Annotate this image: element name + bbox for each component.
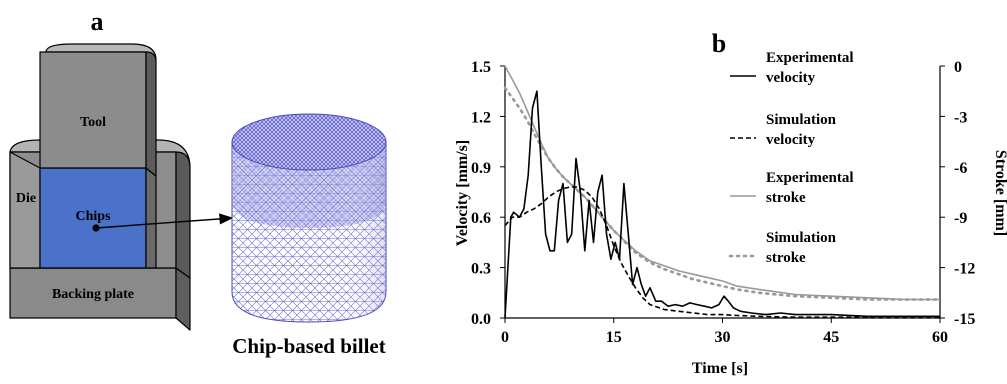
y2-axis-title: Stroke [mm]	[992, 150, 1007, 236]
y2-tick-label: -9	[954, 210, 967, 227]
chart: 0 15 30 45 60 0.0 0.3 0.6 0.9 1.2 1.5 0 -3 -6 -9 -12 -15…	[454, 50, 1007, 377]
legend-label: velocity	[766, 132, 816, 148]
series-line-experimental-velocity	[504, 90, 940, 319]
chips-to-billet-arrow	[95, 213, 234, 229]
y-tick-label: 1.2	[471, 109, 491, 126]
y-axis-title: Velocity [mm/s]	[454, 140, 471, 247]
die-side	[175, 151, 191, 279]
legend-label: stroke	[766, 190, 806, 206]
legend-label: Simulation	[766, 230, 837, 246]
y-tick-label: 0.9	[471, 160, 491, 177]
billet-shading	[232, 142, 386, 322]
panel-a-label: a	[91, 7, 104, 36]
x-tick-label: 60	[932, 329, 948, 346]
legend-label: Experimental	[766, 50, 854, 66]
chart-legend: Experimental velocity Simulation velocity Ex…	[728, 50, 854, 266]
legend-label: stroke	[766, 250, 806, 266]
tool-side	[145, 51, 157, 177]
panel-a: a Tool Die Chips Backing plate	[9, 7, 387, 358]
y-tick-label: 1.5	[471, 59, 491, 76]
y2-tick-label: 0	[954, 59, 962, 76]
x-tick-label: 15	[606, 329, 622, 346]
backing-plate-label: Backing plate	[52, 287, 134, 302]
billet-caption: Chip-based billet	[232, 334, 385, 358]
legend-label: velocity	[766, 70, 816, 86]
chart-series	[503, 65, 942, 319]
tool-front	[39, 51, 147, 169]
x-tick-label: 45	[823, 329, 839, 346]
chips-region	[39, 167, 147, 269]
chart-axes: 0 15 30 45 60 0.0 0.3 0.6 0.9 1.2 1.5 0 -3 -6 -9 -12 -15	[471, 59, 975, 346]
die-assembly-illustration	[9, 43, 234, 331]
billet-top-face	[231, 113, 387, 171]
die-label: Die	[16, 191, 36, 206]
chips-label: Chips	[75, 209, 111, 224]
y2-tick-label: -15	[954, 311, 975, 328]
x-axis-title: Time [s]	[692, 360, 748, 377]
y-tick-label: 0.6	[471, 210, 491, 227]
legend-label: Experimental	[766, 170, 854, 186]
legend-label: Simulation	[766, 112, 837, 128]
chips-side	[145, 167, 157, 269]
series-line-simulation-velocity	[504, 186, 940, 319]
y2-tick-label: -6	[954, 160, 967, 177]
x-tick-label: 0	[501, 329, 509, 346]
panel-b: b 0 15 30 45 60 0.0 0.3 0.6 0.9 1.2 1.5 0 -3 -6 -9 -12 -…	[454, 29, 1007, 377]
panel-b-label: b	[712, 29, 726, 58]
y-tick-label: 0.0	[471, 311, 491, 328]
y2-tick-label: -12	[954, 261, 975, 278]
x-tick-label: 30	[715, 329, 731, 346]
series-line-experimental-stroke	[504, 65, 940, 301]
y2-tick-label: -3	[954, 109, 967, 126]
meshed-billet-illustration	[231, 113, 387, 323]
die-left-wall-face	[9, 151, 41, 269]
series-line-simulation-stroke	[503, 86, 942, 301]
y-tick-label: 0.3	[471, 261, 491, 278]
tool-label: Tool	[80, 115, 106, 130]
backing-plate-side	[175, 267, 191, 331]
